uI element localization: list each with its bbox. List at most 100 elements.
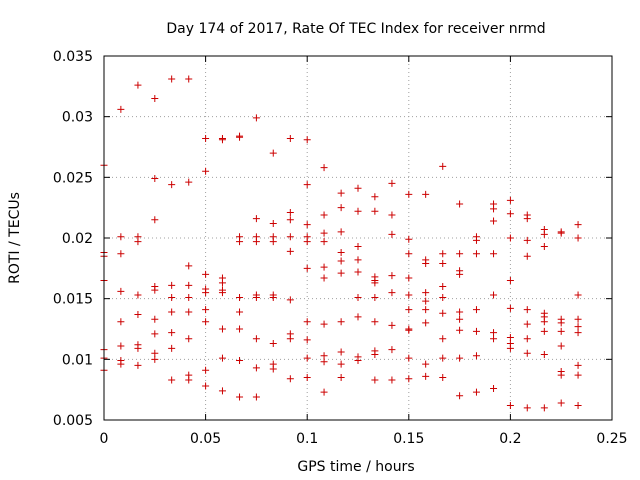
data-point [574, 371, 582, 379]
data-point [523, 252, 531, 260]
data-point [185, 293, 193, 301]
data-point [269, 238, 277, 246]
data-point [202, 382, 210, 390]
data-point [540, 242, 548, 250]
data-point [286, 375, 294, 383]
data-point [439, 354, 447, 362]
data-point [337, 189, 345, 197]
data-point [202, 306, 210, 314]
data-point [405, 190, 413, 198]
data-point [557, 229, 565, 237]
data-point [557, 319, 565, 327]
data-point [506, 276, 514, 284]
data-point [506, 210, 514, 218]
y-tick-label: 0.025 [53, 170, 93, 186]
data-point [269, 293, 277, 301]
data-point [557, 399, 565, 407]
data-point [405, 274, 413, 282]
data-point [337, 348, 345, 356]
data-point [337, 360, 345, 368]
data-point [439, 283, 447, 291]
data-point [439, 259, 447, 267]
data-point [337, 269, 345, 277]
data-point [168, 281, 176, 289]
data-point [405, 235, 413, 243]
data-point [472, 388, 480, 396]
data-point [456, 250, 464, 258]
data-point [371, 193, 379, 201]
data-point [540, 350, 548, 358]
data-point [574, 401, 582, 409]
data-point [422, 360, 430, 368]
data-point [134, 310, 142, 318]
data-point [388, 179, 396, 187]
data-point [320, 229, 328, 237]
data-point [168, 344, 176, 352]
data-point [320, 211, 328, 219]
data-point [151, 349, 159, 357]
data-point [506, 344, 514, 352]
plot-frame [103, 55, 613, 421]
data-point [286, 296, 294, 304]
data-point [151, 94, 159, 102]
data-point [252, 393, 260, 401]
data-point [218, 289, 226, 297]
data-point [303, 374, 311, 382]
data-point [523, 236, 531, 244]
data-point [269, 219, 277, 227]
data-point [168, 75, 176, 83]
data-point [320, 358, 328, 366]
data-point [506, 333, 514, 341]
data-point [117, 287, 125, 295]
data-point [422, 297, 430, 305]
data-point [286, 135, 294, 143]
data-point [472, 250, 480, 258]
x-tick-label: 0.25 [596, 431, 627, 447]
data-point [388, 230, 396, 238]
data-point [202, 366, 210, 374]
data-point [151, 330, 159, 338]
data-point [371, 350, 379, 358]
data-point [456, 270, 464, 278]
data-point [337, 228, 345, 236]
data-point [269, 149, 277, 157]
data-point [540, 327, 548, 335]
data-point [540, 404, 548, 412]
data-point [472, 236, 480, 244]
data-point [490, 335, 498, 343]
data-point [303, 336, 311, 344]
y-tick-label: 0.015 [53, 292, 93, 308]
data-point [354, 293, 362, 301]
data-point [236, 357, 244, 365]
data-point [236, 133, 244, 141]
data-point [523, 306, 531, 314]
data-point [490, 291, 498, 299]
data-point [422, 259, 430, 267]
data-point [252, 238, 260, 246]
data-point [506, 234, 514, 242]
data-point [388, 321, 396, 329]
data-point [405, 375, 413, 383]
y-tick-label: 0.03 [62, 110, 93, 126]
data-point [557, 327, 565, 335]
data-point [168, 329, 176, 337]
data-point [303, 318, 311, 326]
data-point [320, 164, 328, 172]
data-point [422, 190, 430, 198]
data-point [405, 326, 413, 334]
data-point [185, 178, 193, 186]
data-point [354, 184, 362, 192]
data-point [456, 308, 464, 316]
data-point [405, 291, 413, 299]
data-point [456, 315, 464, 323]
data-point [574, 329, 582, 337]
data-point [472, 306, 480, 314]
data-point [439, 309, 447, 317]
data-point [422, 372, 430, 380]
data-point [490, 384, 498, 392]
data-point [303, 181, 311, 189]
data-point [303, 221, 311, 229]
data-point [218, 354, 226, 362]
data-point [185, 308, 193, 316]
data-point [405, 354, 413, 362]
